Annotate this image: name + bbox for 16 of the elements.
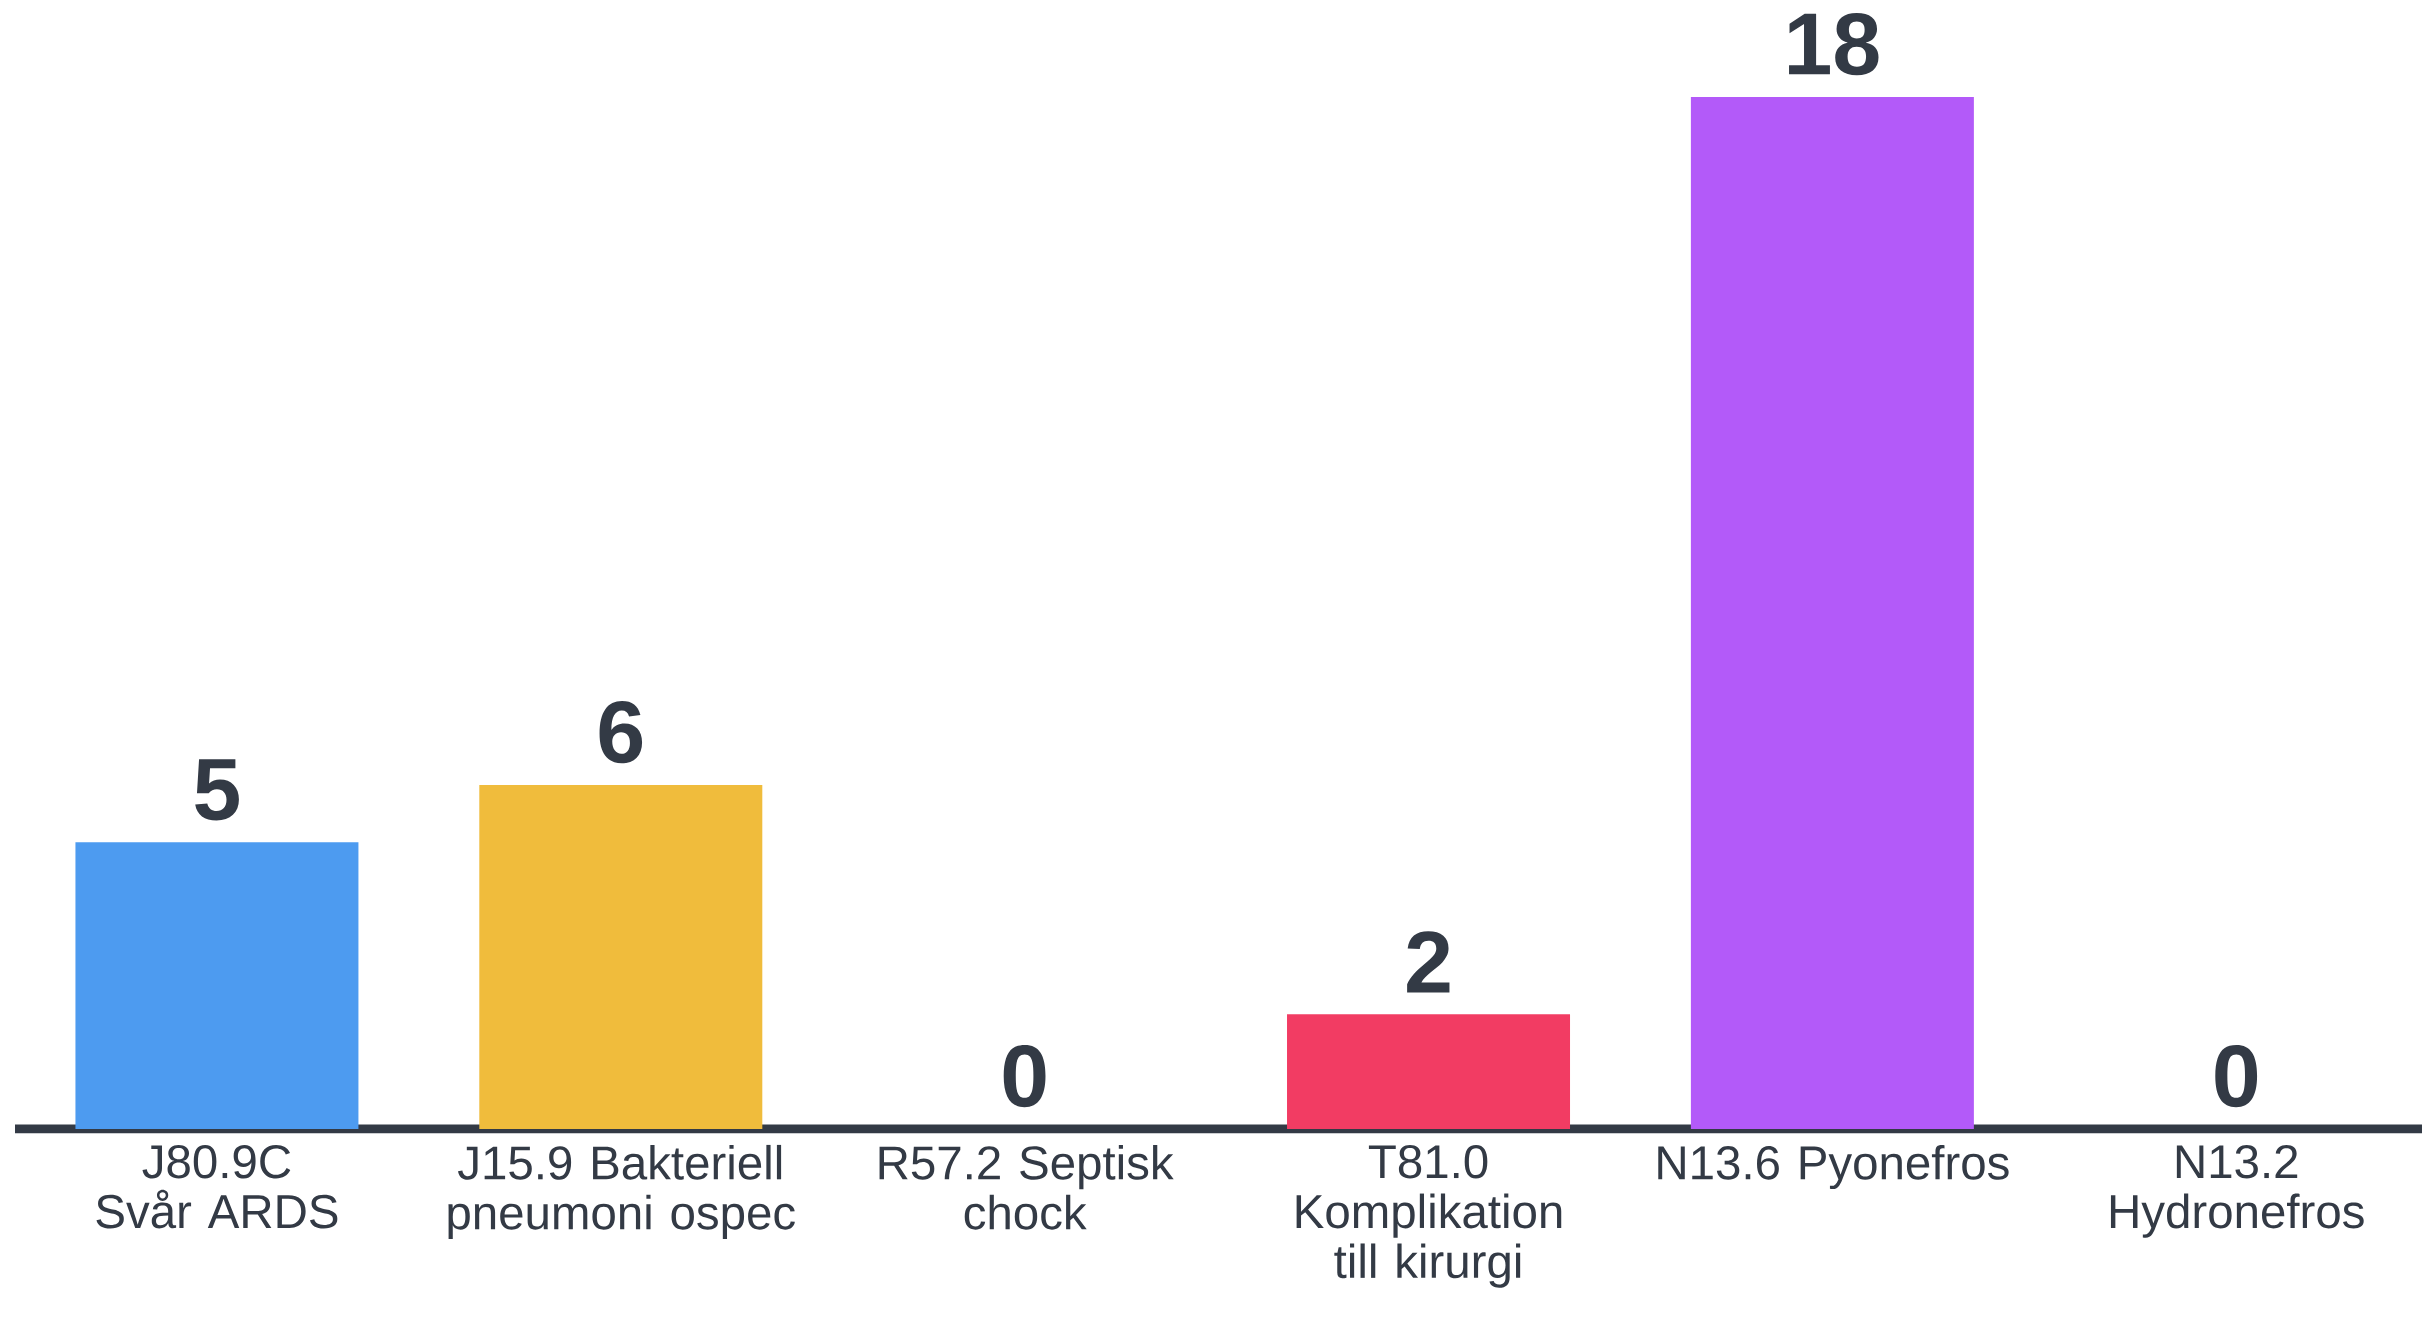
x-tick-label: R57.2 Septisk chock [879, 1144, 1174, 1230]
x-tick-label: T81.0 Komplikation till kirurgi [1296, 1144, 1562, 1288]
bar [1690, 96, 1974, 1129]
data-label: 0 [2215, 1044, 2258, 1108]
bar [479, 784, 763, 1129]
bar [1287, 1014, 1571, 1129]
data-label: 6 [599, 700, 643, 764]
data-label: 18 [1789, 12, 1879, 76]
x-tick-label: N13.2 Hydronefros [2110, 1144, 2364, 1238]
bar [75, 842, 359, 1129]
data-label: 2 [1407, 931, 1450, 993]
x-tick-label: J15.9 Bakteriell pneumoni ospec [448, 1144, 795, 1240]
x-tick-label: N13.6 Pyonefros [1658, 1144, 2009, 1190]
data-label: 5 [195, 759, 239, 821]
data-label: 0 [1003, 1044, 1046, 1108]
x-tick-label: J80.9C Svår ARDS [96, 1144, 338, 1229]
